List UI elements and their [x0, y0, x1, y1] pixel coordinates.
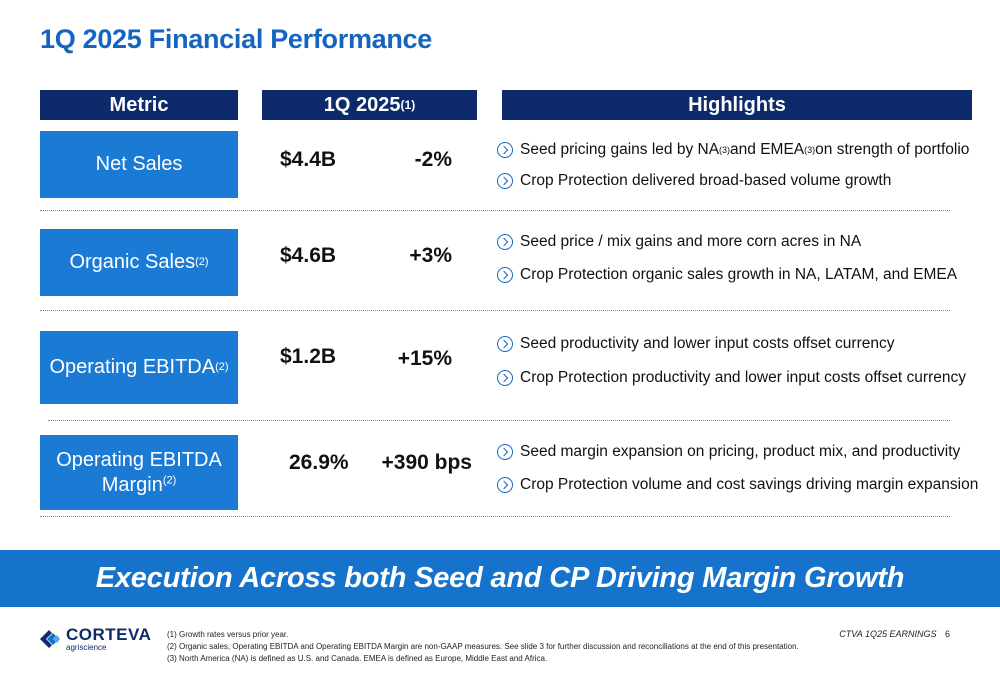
highlight-text: and EMEA: [730, 141, 805, 158]
change-organic-sales: +3%: [409, 244, 452, 267]
change-operating-ebitda-margin: +390 bps: [381, 451, 472, 474]
value-operating-ebitda: $1.2B: [280, 345, 337, 368]
change-net-sales: -2%: [414, 148, 452, 171]
chevron-right-icon: [497, 267, 513, 283]
highlight-text: Seed pricing gains led by NA: [520, 141, 720, 158]
period-column-header: 1Q 2025 (1): [262, 90, 477, 120]
footnote-ref: (3): [719, 145, 731, 155]
row-divider: [48, 420, 950, 421]
highlight-text: Crop Protection delivered broad-based vo…: [520, 172, 892, 189]
value-net-sales: $4.4B: [280, 148, 337, 171]
period-header-note: (1): [400, 98, 416, 112]
footnote-ref: (3): [804, 145, 816, 155]
metric-label: Operating EBITDA: [49, 356, 216, 378]
chevron-right-icon: [497, 142, 513, 158]
metric-label: Operating EBITDA: [56, 448, 222, 471]
metric-label: Net Sales: [95, 153, 183, 175]
metric-net-sales: Net Sales: [40, 131, 238, 198]
highlight-text: Seed price / mix gains and more corn acr…: [520, 233, 862, 250]
chevron-right-icon: [497, 444, 513, 460]
logo-name: CORTEVA: [66, 625, 152, 644]
highlight-text: Seed margin expansion on pricing, produc…: [520, 443, 961, 460]
value-operating-ebitda-margin: 26.9%: [289, 451, 349, 474]
footer-label: CTVA 1Q25 EARNINGS: [839, 629, 937, 639]
highlights-header-label: Highlights: [688, 93, 786, 116]
page-number: 6: [944, 629, 950, 639]
highlight-item: Crop Protection productivity and lower i…: [497, 369, 966, 387]
chevron-right-icon: [497, 173, 513, 189]
highlight-text: on strength of portfolio: [815, 141, 970, 158]
metric-column-header: Metric: [40, 90, 238, 120]
highlight-item: Seed pricing gains led by NA (3) and EMEA…: [497, 141, 969, 159]
footnote-3: (3) North America (NA) is defined as U.S…: [167, 654, 548, 663]
metric-label: Margin: [101, 473, 163, 496]
chevron-right-icon: [497, 370, 513, 386]
period-header-label: 1Q 2025: [323, 93, 401, 116]
change-operating-ebitda: +15%: [397, 347, 452, 370]
highlight-item: Crop Protection volume and cost savings …: [497, 476, 978, 494]
row-divider: [40, 210, 950, 211]
row-divider: [40, 310, 950, 311]
highlight-item: Seed price / mix gains and more corn acr…: [497, 233, 861, 251]
metric-label: Organic Sales: [69, 251, 196, 273]
metric-operating-ebitda: Operating EBITDA (2): [40, 331, 238, 404]
page-footer: CTVA 1Q25 EARNINGS 6: [839, 629, 950, 639]
metric-note: (2): [215, 360, 229, 373]
value-organic-sales: $4.6B: [280, 244, 337, 267]
highlight-item: Seed productivity and lower input costs …: [497, 335, 895, 353]
chevron-right-icon: [497, 234, 513, 250]
footnote-1: (1) Growth rates versus prior year.: [167, 630, 289, 639]
corteva-logo: CORTEVA agriscience: [36, 626, 151, 652]
highlight-text: Crop Protection volume and cost savings …: [520, 476, 979, 493]
metric-organic-sales: Organic Sales (2): [40, 229, 238, 296]
highlight-text: Seed productivity and lower input costs …: [520, 335, 895, 352]
highlight-item: Seed margin expansion on pricing, produc…: [497, 443, 960, 461]
chevron-right-icon: [497, 477, 513, 493]
corteva-logo-icon: [40, 630, 60, 648]
metric-note: (2): [162, 473, 177, 486]
metric-header-label: Metric: [109, 93, 169, 116]
metric-note: (2): [195, 255, 209, 268]
highlight-item: Crop Protection organic sales growth in …: [497, 266, 957, 284]
footnotes: (1) Growth rates versus prior year. (2) …: [167, 629, 799, 665]
highlight-item: Crop Protection delivered broad-based vo…: [497, 172, 891, 190]
highlight-text: Crop Protection organic sales growth in …: [520, 266, 958, 283]
key-message-banner: Execution Across both Seed and CP Drivin…: [0, 550, 1000, 607]
chevron-right-icon: [497, 336, 513, 352]
highlight-text: Crop Protection productivity and lower i…: [520, 369, 966, 386]
metric-operating-ebitda-margin: Operating EBITDA Margin(2): [40, 435, 238, 510]
row-divider: [40, 516, 950, 517]
logo-tagline: agriscience: [66, 643, 107, 652]
footnote-2: (2) Organic sales, Operating EBITDA and …: [167, 642, 799, 651]
highlights-column-header: Highlights: [502, 90, 972, 120]
banner-text: Execution Across both Seed and CP Drivin…: [95, 562, 905, 594]
page-title: 1Q 2025 Financial Performance: [40, 24, 432, 54]
